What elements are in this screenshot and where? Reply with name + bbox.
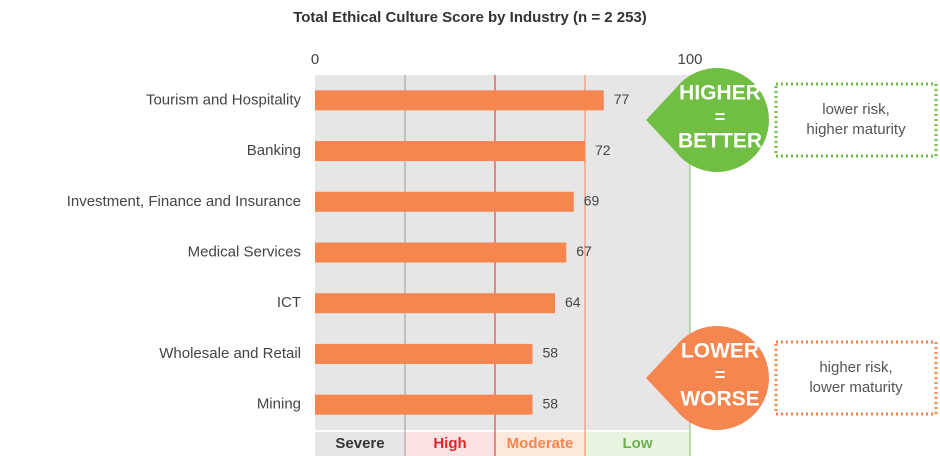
y-tick-label: Wholesale and Retail — [159, 345, 301, 362]
callout-text: LOWER — [681, 340, 759, 363]
callout-badge — [646, 68, 769, 173]
zone-band — [405, 432, 495, 456]
y-tick-label: ICT — [277, 294, 301, 311]
y-tick-label: Mining — [257, 396, 301, 413]
bar — [315, 141, 585, 162]
zone-band — [315, 432, 405, 456]
x-tick-label: 0 — [311, 51, 319, 68]
y-tick-label: Tourism and Hospitality — [146, 91, 302, 108]
callout-badge — [646, 325, 769, 430]
zone-band — [495, 432, 585, 456]
value-label: 69 — [584, 192, 600, 208]
bar — [315, 394, 533, 415]
zone-label: Severe — [335, 435, 384, 452]
y-tick-label: Banking — [247, 142, 301, 159]
callout-text: BETTER — [678, 130, 762, 153]
zone-label: Low — [623, 435, 653, 452]
callout-text: HIGHER — [679, 82, 761, 105]
callout-text: = — [715, 107, 726, 127]
bar — [315, 191, 574, 212]
zone-label: High — [433, 435, 466, 452]
callout-text: WORSE — [680, 388, 759, 411]
bar — [315, 293, 555, 314]
value-label: 67 — [576, 243, 592, 259]
value-label: 64 — [565, 294, 581, 310]
value-label: 58 — [543, 345, 559, 361]
callout-note: higher maturity — [806, 121, 906, 138]
bar — [315, 242, 567, 263]
callout-box — [774, 340, 938, 416]
chart-title: Total Ethical Culture Score by Industry … — [293, 9, 647, 26]
value-label: 58 — [543, 395, 559, 411]
zone-band — [585, 432, 690, 456]
callout-note: lower maturity — [809, 379, 903, 396]
x-tick-label: 100 — [677, 51, 702, 68]
callout-note: lower risk, — [822, 101, 890, 118]
zone-label: Moderate — [507, 435, 574, 452]
callout: LOWER= WORSE higher risk, lower maturity — [646, 325, 938, 430]
callout-box — [774, 82, 938, 158]
value-label: 77 — [614, 91, 630, 107]
callout-note: higher risk, — [819, 359, 892, 376]
y-tick-label: Investment, Finance and Insurance — [67, 193, 301, 210]
bar — [315, 343, 533, 364]
value-label: 72 — [595, 142, 611, 158]
callout-text: = — [715, 365, 726, 385]
bar — [315, 90, 604, 111]
callout: HIGHER= BETTER lower risk, higher maturity — [646, 68, 938, 173]
y-tick-label: Medical Services — [188, 243, 301, 260]
